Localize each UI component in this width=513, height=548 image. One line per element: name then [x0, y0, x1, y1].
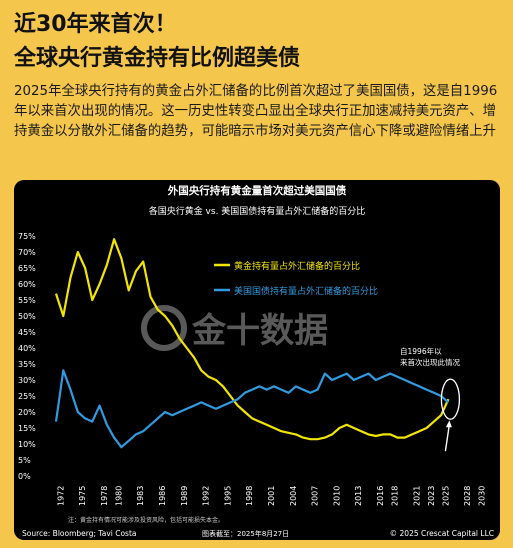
x-tick-label: 2025 — [441, 486, 450, 506]
description-text: 2025年全球央行持有的黄金占外汇储备的比例首次超过了美国国债，这是自1996年… — [14, 84, 498, 139]
footnote-text: 注：黄金持有情况可能涉及投资风险，包括可能损失本金。 — [68, 516, 224, 524]
chart-title: 外国央行持有黄金量首次超过美国国债 — [167, 184, 347, 197]
date-note-text: 图表截至：2025年8月27日 — [202, 529, 289, 538]
y-tick-label: 65% — [18, 264, 36, 273]
legend-treasury-label: 美国国债持有量占外汇储备的百分比 — [234, 285, 378, 297]
x-tick-label: 1972 — [56, 486, 65, 506]
x-tick-label: 1975 — [78, 486, 87, 506]
x-tick-label: 2001 — [267, 486, 276, 506]
y-tick-label: 15% — [18, 424, 36, 433]
y-tick-label: 35% — [18, 360, 36, 369]
y-tick-label: 10% — [18, 440, 36, 449]
series-group — [54, 238, 450, 449]
annotation-arrowhead-icon — [445, 420, 452, 428]
legend: 黄金持有量占外汇储备的百分比 美国国债持有量占外汇储备的百分比 — [214, 260, 378, 297]
x-tick-label: 1989 — [180, 486, 189, 506]
gold-share-line — [54, 238, 450, 441]
annotation-text: 自1996年以来首次出现此情况 — [400, 346, 460, 367]
x-tick-label: 2004 — [289, 486, 298, 506]
y-tick-label: 50% — [18, 312, 36, 321]
x-tick-label: 2010 — [332, 486, 341, 506]
x-tick-label: 2023 — [427, 486, 436, 506]
x-tick-label: 1995 — [223, 486, 232, 506]
x-tick-label: 2013 — [354, 486, 363, 506]
axes: 0% 5% 10% 15% 20% 25% 30% 35% 40% 45% 50% 55% 60% 65%… — [18, 232, 487, 506]
watermark: 金十数据 — [141, 305, 328, 351]
y-tick-label: 25% — [18, 392, 36, 401]
line-chart: 外国央行持有黄金量首次超过美国国债 各国央行黄金 vs. 美国国债持有量占外汇储… — [18, 184, 494, 538]
watermark-text: 金十数据 — [191, 311, 328, 351]
chart-panel: 外国央行持有黄金量首次超过美国国债 各国央行黄金 vs. 美国国债持有量占外汇储… — [14, 180, 500, 540]
x-tick-label: 1983 — [136, 486, 145, 506]
source-text: Source: Bloomberg; Tavi Costa — [22, 529, 137, 538]
y-tick-label: 75% — [18, 232, 36, 241]
y-tick-label: 70% — [18, 248, 36, 257]
x-tick-label: 1986 — [158, 486, 167, 506]
annotation: 自1996年以来首次出现此情况 — [400, 346, 461, 452]
x-tick-label: 1998 — [245, 486, 254, 506]
x-tick-label: 2028 — [463, 486, 472, 506]
legend-gold-label: 黄金持有量占外汇储备的百分比 — [234, 260, 360, 272]
chart-subtitle: 各国央行黄金 vs. 美国国债持有量占外汇储备的百分比 — [149, 205, 366, 217]
x-tick-label: 2018 — [391, 486, 400, 506]
headline-line1: 近30年来首次！ — [14, 12, 177, 37]
y-tick-label: 60% — [18, 280, 36, 289]
y-tick-label: 20% — [18, 408, 36, 417]
x-tick-label: 2007 — [311, 486, 320, 506]
x-tick-label: 2030 — [478, 486, 487, 506]
x-tick-label: 2021 — [412, 486, 421, 506]
y-tick-label: 40% — [18, 344, 36, 353]
y-tick-label: 45% — [18, 328, 36, 337]
headline-line2: 全球央行黄金持有比例超美债 — [14, 46, 301, 71]
annotation-text-line: 来首次出现此情况 — [400, 357, 460, 367]
copyright-text: © 2025 Crescat Capital LLC — [390, 529, 494, 538]
annotation-text-line: 自1996年以 — [400, 346, 442, 356]
x-tick-label: 2016 — [376, 486, 385, 506]
y-tick-label: 0% — [18, 472, 31, 481]
x-tick-label: 1978 — [100, 486, 109, 506]
annotation-arrow-icon — [444, 424, 451, 452]
y-tick-label: 55% — [18, 296, 36, 305]
x-tick-label: 1980 — [114, 486, 123, 506]
highlight-ellipse — [440, 378, 461, 420]
treasury-share-line — [54, 369, 450, 449]
x-tick-label: 1992 — [202, 486, 211, 506]
y-tick-label: 5% — [18, 456, 31, 465]
watermark-logo-icon — [141, 305, 187, 351]
y-tick-label: 30% — [18, 376, 36, 385]
